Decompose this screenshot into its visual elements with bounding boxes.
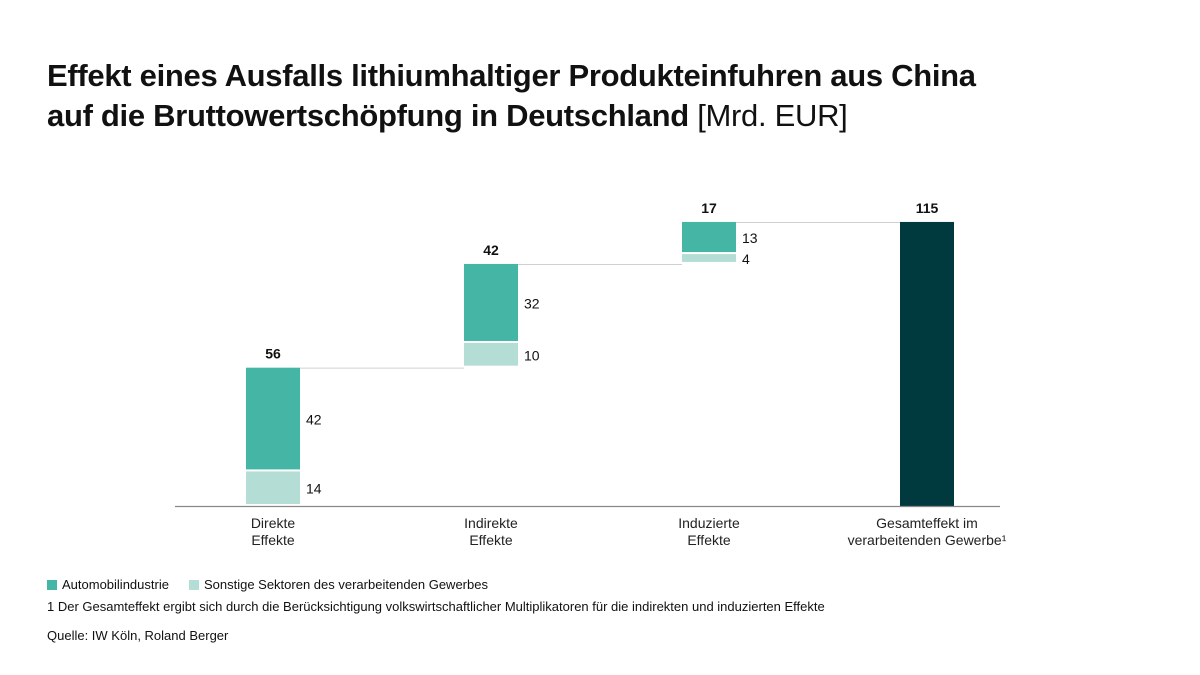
total-label: 42 — [483, 242, 499, 258]
title-line-2-text: auf die Bruttowertschöpfung in Deutschla… — [47, 98, 689, 133]
category-label: Effekte — [469, 532, 513, 548]
segment-label: 42 — [306, 412, 322, 428]
title-unit: [Mrd. EUR] — [697, 98, 848, 133]
source: Quelle: IW Köln, Roland Berger — [47, 628, 229, 643]
total-label: 56 — [265, 346, 281, 362]
bar-segment — [682, 221, 736, 253]
category-label: Gesamteffekt im — [876, 515, 978, 531]
category-label: Effekte — [251, 532, 295, 548]
segment-label: 32 — [524, 295, 540, 311]
footnote: 1 Der Gesamteffekt ergibt sich durch die… — [47, 599, 825, 614]
bar-segment — [464, 263, 518, 341]
bar-total — [900, 221, 954, 506]
bar-segment — [246, 471, 300, 504]
bar-segment — [682, 254, 736, 262]
chart-title: Effekt eines Ausfalls lithiumhaltiger Pr… — [47, 56, 976, 136]
segment-label: 14 — [306, 481, 322, 497]
legend-label: Automobilindustrie — [62, 577, 169, 592]
segment-label: 4 — [742, 251, 750, 267]
legend-label: Sonstige Sektoren des verarbeitenden Gew… — [203, 577, 488, 592]
legend-item-sonstige: Sonstige Sektoren des verarbeitenden Gew… — [188, 577, 488, 592]
legend-swatch — [47, 579, 57, 590]
segment-label: 13 — [742, 230, 758, 246]
legend-swatch — [188, 579, 199, 590]
legend-item-automobil: Automobilindustrie — [47, 577, 169, 592]
total-label: 115 — [916, 200, 939, 216]
total-label: 17 — [701, 200, 717, 216]
category-label: Direkte — [251, 515, 296, 531]
bar-segment — [464, 342, 518, 366]
bar-segment — [246, 367, 300, 470]
segment-label: 10 — [524, 347, 540, 363]
category-label: Indirekte — [464, 515, 518, 531]
title-line-1: Effekt eines Ausfalls lithiumhaltiger Pr… — [47, 58, 976, 93]
category-label: verarbeitenden Gewerbe¹ — [848, 532, 1007, 548]
title-line-2: auf die Bruttowertschöpfung in Deutschla… — [47, 96, 976, 136]
legend: Automobilindustrie Sonstige Sektoren des… — [47, 577, 488, 592]
category-label: Effekte — [687, 532, 731, 548]
category-label: Induzierte — [678, 515, 740, 531]
